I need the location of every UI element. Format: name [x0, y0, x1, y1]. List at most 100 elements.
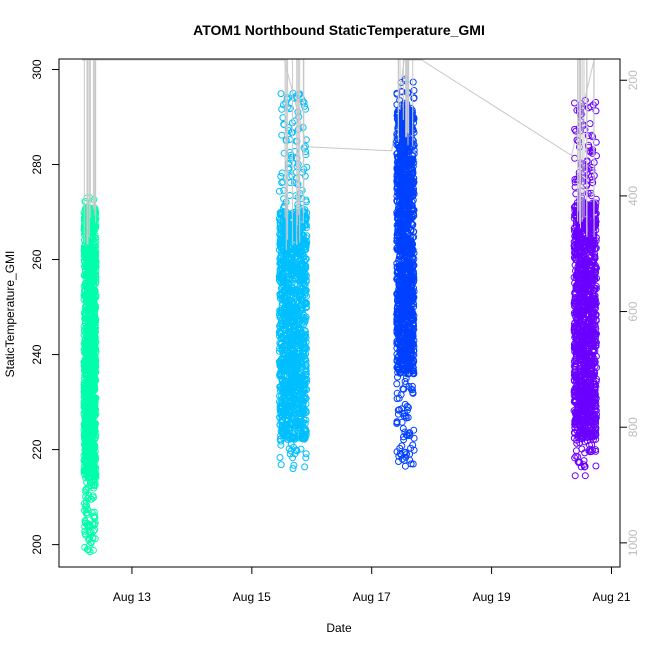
series-3-point — [405, 198, 413, 206]
series-3-point — [395, 332, 403, 340]
series-3-point — [405, 266, 413, 274]
series-2-point — [290, 304, 298, 312]
series-2-point — [302, 367, 310, 375]
series-2-point — [293, 396, 301, 404]
series-1-point — [82, 403, 90, 411]
series-2-point — [286, 402, 294, 410]
series-2-point — [278, 236, 286, 244]
series-3-point — [401, 354, 408, 362]
series-3-point — [408, 155, 416, 163]
series-1-point — [84, 495, 91, 503]
series-3-point — [409, 359, 417, 367]
series-3-point — [401, 208, 409, 216]
series-2-point — [278, 409, 286, 417]
series-2-point — [287, 339, 295, 346]
series-2-point — [295, 291, 303, 299]
series-3-point — [404, 259, 412, 267]
series-3-point — [395, 237, 403, 245]
series-4-point — [588, 176, 596, 184]
series-1-point — [81, 527, 89, 535]
series-3-point — [395, 218, 403, 226]
series-3-point — [395, 319, 403, 327]
series-3-point — [407, 460, 415, 468]
series-1-point — [81, 455, 89, 463]
series-2-point — [280, 331, 288, 339]
series-3-point — [406, 326, 414, 334]
series-3-point — [409, 253, 417, 261]
series-3-point — [408, 277, 416, 285]
series-1-point — [89, 369, 97, 377]
series-3-point — [396, 337, 403, 345]
series-3-point — [396, 264, 404, 272]
series-1-point — [89, 305, 97, 313]
series-3-point — [406, 344, 413, 352]
series-4-point — [571, 472, 579, 480]
series-2-point — [297, 379, 305, 387]
pressure-line — [81, 59, 595, 157]
series-2-point — [285, 424, 293, 432]
series-1-point — [81, 402, 89, 410]
series-2-point — [303, 232, 311, 240]
series-1-point — [84, 521, 92, 528]
series-2-point — [297, 445, 305, 453]
chart-title: ATOM1 Northbound StaticTemperature_GMI — [193, 22, 485, 38]
series-2-point — [302, 331, 309, 339]
series-2-point — [303, 292, 310, 300]
series-3-point — [396, 297, 404, 305]
series-1-point — [91, 383, 99, 390]
series-3-point — [405, 263, 413, 271]
x-axis-label: Date — [326, 621, 352, 635]
series-3-point — [401, 400, 409, 408]
series-1-point — [90, 240, 97, 248]
series-1-point — [83, 471, 91, 479]
series-3-point — [408, 272, 416, 280]
series-2-point — [288, 413, 296, 421]
series-2-point — [302, 454, 310, 462]
series-2-point — [277, 417, 285, 425]
series-3-point — [401, 277, 409, 285]
series-4-point — [578, 445, 586, 453]
series-2-point — [301, 431, 309, 439]
y-axis-label: StaticTemperature_GMI — [3, 251, 17, 378]
series-3-point — [406, 241, 414, 249]
series-4-point — [592, 462, 600, 470]
series-2-point — [276, 435, 284, 443]
series-3-point — [407, 313, 415, 321]
series-2-point — [294, 246, 302, 254]
series-2-point — [294, 315, 302, 323]
series-3-point — [404, 176, 412, 184]
series-1-point — [87, 291, 95, 299]
series-3-point — [410, 351, 418, 359]
series-2-point — [293, 267, 301, 274]
series-3-point — [410, 446, 418, 454]
series-3-point — [399, 134, 407, 142]
series-1-point — [86, 482, 94, 490]
series-1-point — [88, 314, 96, 322]
series-3-point — [409, 369, 417, 377]
series-3-point — [393, 395, 401, 403]
series-2-point — [295, 361, 303, 369]
series-2-point — [280, 231, 288, 239]
series-1-point — [91, 386, 99, 394]
series-3-point — [406, 432, 414, 440]
series-3-point — [395, 211, 403, 219]
series-1-point — [84, 298, 92, 306]
series-2-point — [295, 245, 303, 253]
series-1-point — [82, 505, 90, 513]
series-1-point — [88, 272, 96, 280]
series-2-point — [276, 230, 284, 238]
series-1-point — [90, 412, 98, 420]
series-2-point — [284, 352, 292, 359]
series-2-point — [283, 308, 291, 316]
series-1-point — [86, 435, 94, 443]
series-2-point — [276, 371, 284, 379]
series-2-point — [297, 427, 304, 435]
series-2-point — [289, 395, 297, 403]
series-3-min-point — [401, 462, 409, 470]
series-1-point — [81, 282, 89, 290]
series-2-point — [276, 259, 284, 267]
series-2-point — [295, 400, 303, 408]
series-3-point — [402, 144, 410, 152]
series-3-point — [409, 316, 417, 324]
